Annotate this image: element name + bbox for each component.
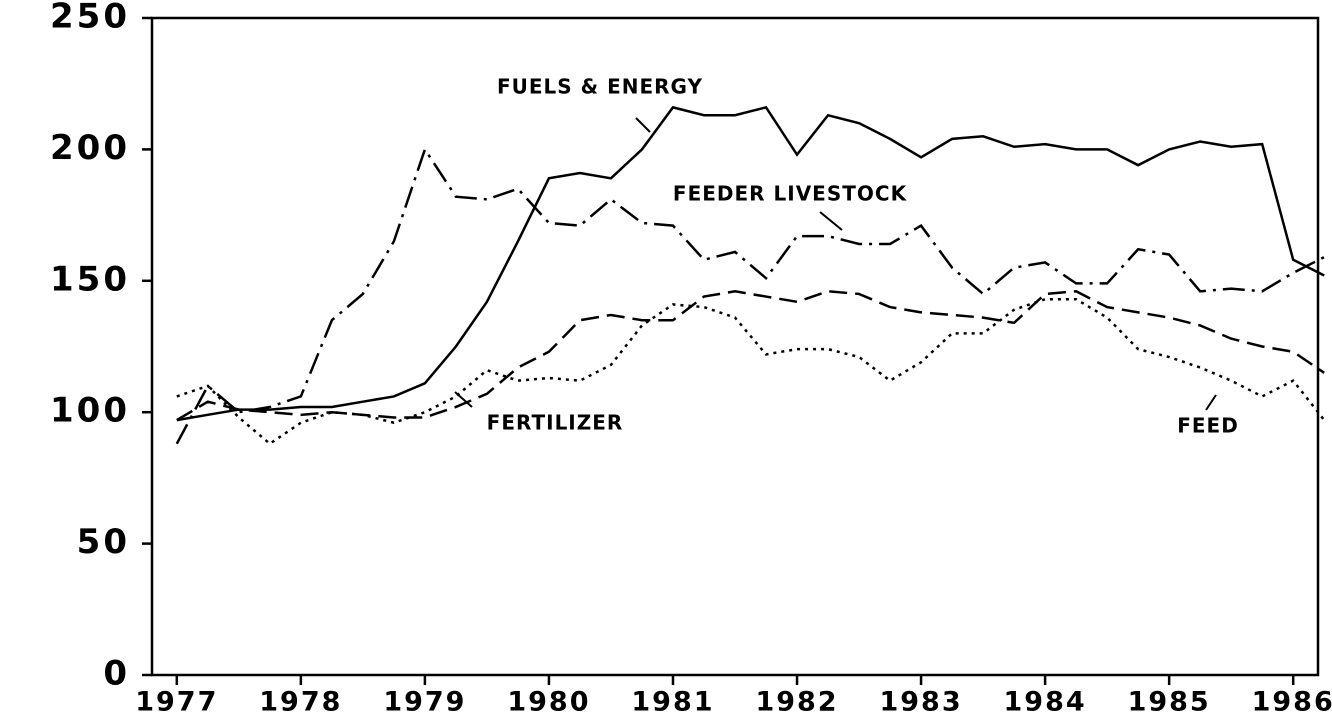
leader-line (1205, 394, 1217, 411)
y-tick-label: 200 (50, 128, 130, 168)
y-tick-label: 100 (50, 391, 130, 431)
x-tick-label: 1982 (755, 687, 838, 713)
series-line (176, 105, 1325, 422)
series-label: FUELS & ENERGY (497, 75, 703, 99)
x-tick-label: 1978 (259, 687, 342, 713)
y-tick-label: 250 (50, 0, 130, 37)
x-tick-label: 1983 (879, 687, 962, 713)
x-tick-label: 1977 (135, 687, 218, 713)
leader-line (819, 211, 843, 231)
plot-frame (150, 16, 1320, 677)
x-tick-label: 1985 (1128, 687, 1211, 713)
y-tick-label: 0 (103, 654, 130, 694)
series-line (175, 146, 1325, 445)
series-label: FEED (1177, 414, 1239, 438)
x-tick-label: 1980 (507, 687, 590, 713)
x-tick-label: 1981 (631, 687, 714, 713)
series-label: FEEDER LIVESTOCK (673, 182, 908, 206)
x-tick-label: 1984 (1004, 687, 1087, 713)
y-tick-label: 150 (50, 259, 130, 299)
series-line (176, 290, 1325, 422)
series-label: FERTILIZER (487, 411, 624, 435)
x-tick-label: 1979 (383, 687, 466, 713)
leader-line (635, 117, 651, 133)
series-line (176, 297, 1326, 446)
x-tick-label: 1986 (1252, 687, 1332, 713)
y-tick-label: 50 (77, 522, 130, 562)
